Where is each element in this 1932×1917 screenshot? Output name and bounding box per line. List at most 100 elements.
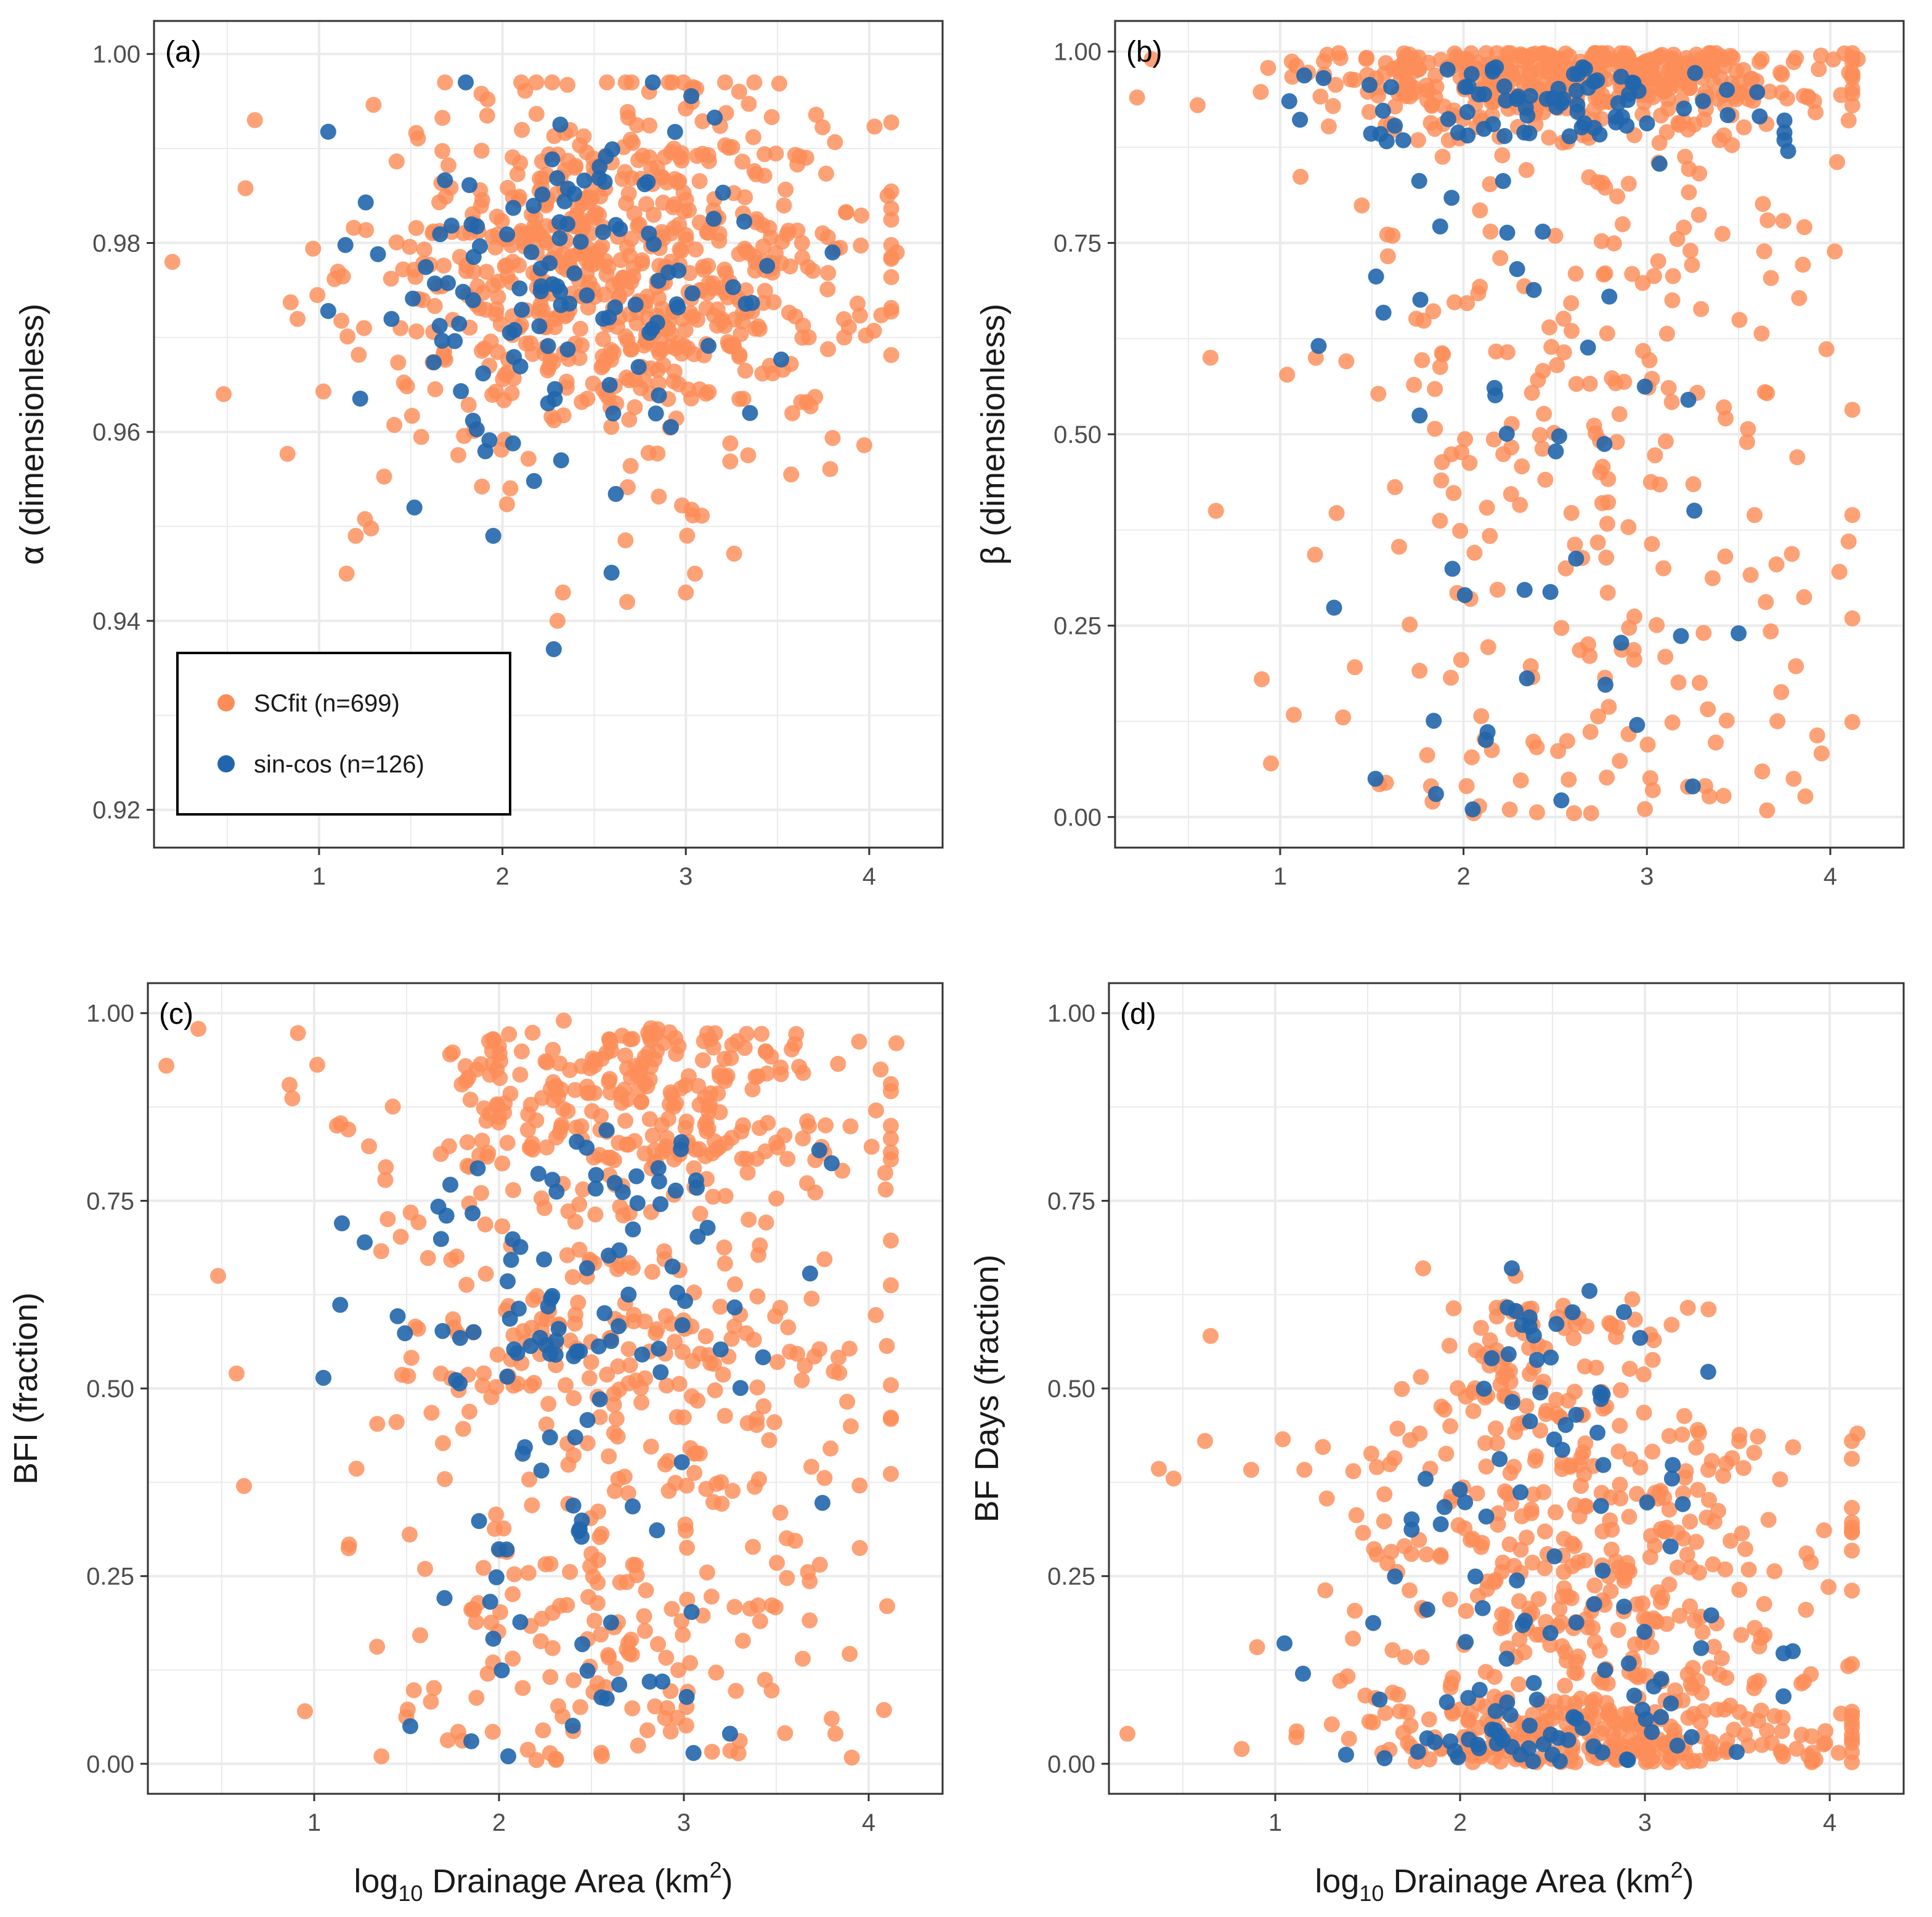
scatter-point-scfit <box>1580 636 1596 652</box>
scatter-point-scfit <box>1746 1445 1763 1461</box>
scatter-point-scfit <box>1283 53 1300 70</box>
scatter-point-sincos <box>1629 716 1646 733</box>
scatter-point-scfit <box>210 1268 226 1284</box>
panel-c: (c) 1 2 3 40.000.250.500.751.00 BFI (fracti… <box>7 982 944 1836</box>
scatter-point-scfit <box>408 220 424 237</box>
scatter-point-scfit <box>502 480 519 496</box>
scatter-point-scfit <box>437 74 453 91</box>
scatter-point-scfit <box>686 346 702 362</box>
scatter-point-scfit <box>621 411 638 428</box>
scatter-point-scfit <box>1563 295 1580 312</box>
scatter-point-scfit <box>1844 97 1861 114</box>
scatter-point-scfit <box>1315 1439 1331 1455</box>
scatter-point-scfit <box>611 275 628 291</box>
scatter-point-scfit <box>1335 709 1351 726</box>
scatter-point-scfit <box>1473 708 1490 724</box>
scatter-point-sincos <box>1616 1304 1632 1320</box>
scatter-point-scfit <box>586 1057 603 1074</box>
scatter-point-scfit <box>1564 323 1580 339</box>
scatter-point-scfit <box>705 1494 721 1510</box>
scatter-point-scfit <box>1421 1711 1437 1728</box>
scatter-point-scfit <box>553 1119 569 1135</box>
scatter-point-scfit <box>787 1533 803 1549</box>
scatter-point-sincos <box>440 275 456 291</box>
scatter-point-scfit <box>1332 50 1349 67</box>
scatter-point-scfit <box>1760 1512 1777 1528</box>
scatter-point-sincos <box>468 421 485 437</box>
scatter-point-scfit <box>841 1340 858 1357</box>
legend-label-scfit: SCfit (n=699) <box>254 690 400 717</box>
scatter-point-scfit <box>709 317 726 334</box>
scatter-point-scfit <box>1605 235 1622 251</box>
scatter-point-scfit <box>879 1338 895 1354</box>
scatter-point-scfit <box>755 238 771 255</box>
scatter-point-scfit <box>757 146 773 163</box>
scatter-point-scfit <box>729 1033 745 1050</box>
scatter-point-scfit <box>528 74 545 91</box>
scatter-point-scfit <box>776 1127 793 1143</box>
scatter-point-scfit <box>558 1377 574 1393</box>
scatter-point-sincos <box>1451 1481 1468 1498</box>
scatter-point-scfit <box>1379 1555 1396 1571</box>
scatter-point-scfit <box>1197 1433 1213 1449</box>
scatter-point-scfit <box>1774 84 1790 101</box>
scatter-point-scfit <box>545 354 561 371</box>
scatter-point-scfit <box>420 1250 436 1267</box>
scatter-point-scfit <box>1797 788 1814 804</box>
scatter-point-sincos <box>1686 503 1703 519</box>
scatter-point-sincos <box>442 1177 458 1193</box>
scatter-point-scfit <box>603 419 620 435</box>
scatter-point-scfit <box>1341 1730 1357 1747</box>
scatter-point-sincos <box>1516 582 1533 598</box>
scatter-point-scfit <box>1323 1716 1340 1733</box>
scatter-point-scfit <box>497 258 513 275</box>
scatter-point-scfit <box>437 1471 453 1488</box>
scatter-point-scfit <box>521 1471 537 1488</box>
scatter-point-sincos <box>742 405 758 421</box>
scatter-point-scfit <box>1655 82 1672 99</box>
scatter-point-scfit <box>1789 449 1806 466</box>
scatter-point-scfit <box>879 1598 895 1615</box>
scatter-point-scfit <box>763 1048 779 1065</box>
scatter-point-scfit <box>1370 386 1387 402</box>
scatter-point-scfit <box>1695 625 1712 641</box>
scatter-point-scfit <box>1820 1579 1837 1595</box>
scatter-point-sincos <box>500 1748 516 1765</box>
scatter-point-scfit <box>455 1421 471 1437</box>
scatter-point-sincos <box>1458 1634 1474 1650</box>
scatter-point-scfit <box>636 1623 653 1639</box>
scatter-point-sincos <box>673 1141 689 1157</box>
scatter-point-scfit <box>575 1181 591 1198</box>
scatter-point-scfit <box>567 1307 584 1323</box>
scatter-point-scfit <box>820 341 836 357</box>
scatter-point-scfit <box>474 1377 491 1394</box>
scatter-point-scfit <box>463 1602 480 1618</box>
scatter-point-scfit <box>822 1440 839 1457</box>
scatter-point-scfit <box>1644 1352 1661 1368</box>
scatter-point-scfit <box>694 113 711 129</box>
scatter-point-scfit <box>1715 788 1732 804</box>
scatter-point-sincos <box>1440 111 1456 128</box>
panel-d-ticks: 1 2 3 40.000.250.500.751.00 <box>1047 1000 1837 1836</box>
scatter-point-scfit <box>526 218 543 235</box>
x-tick-label: 1 <box>312 863 326 890</box>
x-tick-label: 2 <box>1456 863 1470 890</box>
scatter-point-scfit <box>1557 1677 1573 1694</box>
scatter-point-scfit <box>484 1042 500 1059</box>
scatter-point-scfit <box>756 168 773 184</box>
scatter-point-scfit <box>1488 343 1504 360</box>
scatter-point-scfit <box>1840 533 1857 549</box>
scatter-point-sincos <box>1337 1746 1354 1763</box>
scatter-point-scfit <box>460 1069 477 1086</box>
scatter-point-scfit <box>1671 1608 1688 1624</box>
scatter-point-scfit <box>520 450 537 467</box>
scatter-point-scfit <box>1524 1554 1541 1571</box>
scatter-point-sincos <box>572 233 589 250</box>
scatter-point-sincos <box>1522 87 1538 104</box>
scatter-point-scfit <box>619 479 636 495</box>
scatter-point-scfit <box>1487 1420 1504 1437</box>
scatter-point-scfit <box>1753 325 1770 342</box>
scatter-point-scfit <box>407 269 424 285</box>
scatter-point-sincos <box>1522 1717 1538 1734</box>
scatter-point-scfit <box>444 1044 461 1061</box>
